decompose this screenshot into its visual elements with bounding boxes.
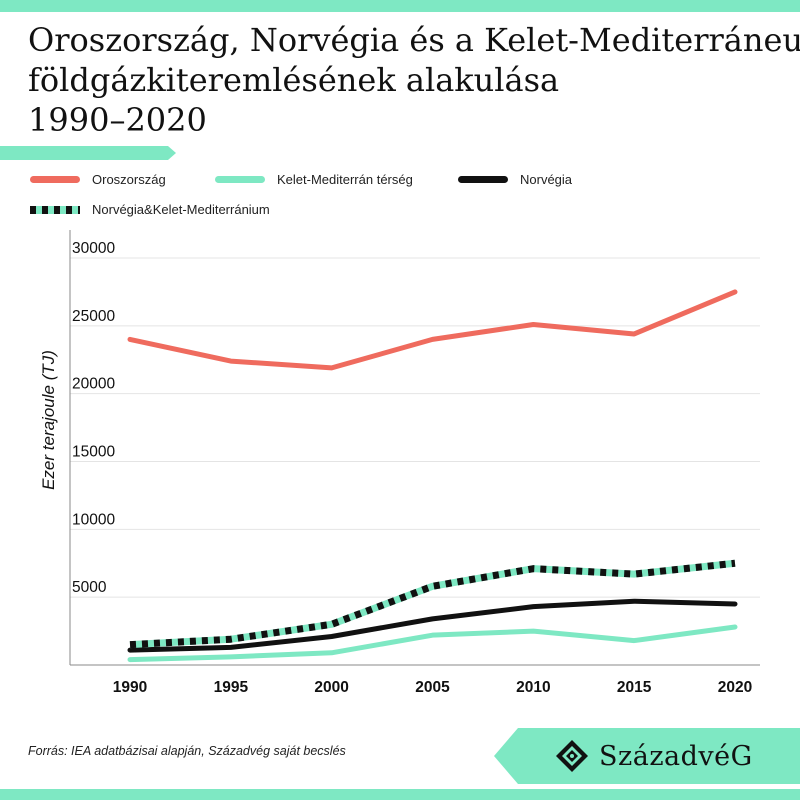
x-tick-label: 2015 xyxy=(617,679,652,696)
legend-label-combined: Norvégia&Kelet-Mediterránium xyxy=(92,202,270,217)
diamond-logo-icon xyxy=(556,740,588,772)
brand-logo: SzázadvéG xyxy=(555,735,753,777)
title-line-3: 1990–2020 xyxy=(28,101,207,139)
chart-title: Oroszország, Norvégia és a Kelet-Mediter… xyxy=(28,20,800,140)
x-tick-label: 1990 xyxy=(113,679,147,696)
y-tick-label: 30000 xyxy=(72,240,115,257)
legend-swatch-norway xyxy=(458,176,508,183)
x-tick-label: 2020 xyxy=(718,679,752,696)
x-tick-label: 2005 xyxy=(415,679,450,696)
series-line-norway xyxy=(127,598,738,653)
series-line-east-med xyxy=(127,624,738,663)
legend-item-combined: Norvégia&Kelet-Mediterránium xyxy=(30,202,270,217)
title-accent-bar xyxy=(0,146,176,160)
y-tick-label: 15000 xyxy=(72,444,115,461)
legend-label-east-med: Kelet-Mediterrán térség xyxy=(277,172,413,187)
legend-item-east-med: Kelet-Mediterrán térség xyxy=(215,172,413,187)
chart-legend: Oroszország Kelet-Mediterrán térség Norv… xyxy=(30,166,790,226)
y-tick-label: 10000 xyxy=(72,511,115,528)
y-tick-label: 25000 xyxy=(72,308,115,325)
y-tick-label: 20000 xyxy=(72,376,115,393)
series-line-combined-dash xyxy=(129,559,736,649)
x-tick-label: 1995 xyxy=(214,679,249,696)
logo-text: SzázadvéG xyxy=(599,740,753,772)
legend-label-russia: Oroszország xyxy=(92,172,166,187)
series-line-russia xyxy=(127,289,738,371)
top-accent-band xyxy=(0,0,800,12)
title-line-2: földgázkiteremlésének alakulása xyxy=(28,61,560,99)
title-line-1: Oroszország, Norvégia és a Kelet-Mediter… xyxy=(28,21,800,59)
legend-swatch-russia xyxy=(30,176,80,183)
bottom-accent-band xyxy=(0,789,800,800)
x-tick-label: 2010 xyxy=(516,679,550,696)
y-tick-label: 5000 xyxy=(72,579,107,596)
source-note: Forrás: IEA adatbázisai alapján, Századv… xyxy=(28,744,346,758)
logo-banner xyxy=(494,728,800,784)
legend-item-russia: Oroszország xyxy=(30,172,166,187)
x-tick-label: 2000 xyxy=(314,679,348,696)
legend-swatch-combined xyxy=(30,205,80,214)
legend-swatch-east-med xyxy=(215,176,265,183)
legend-label-norway: Norvégia xyxy=(520,172,573,187)
legend-item-norway: Norvégia xyxy=(458,172,572,187)
